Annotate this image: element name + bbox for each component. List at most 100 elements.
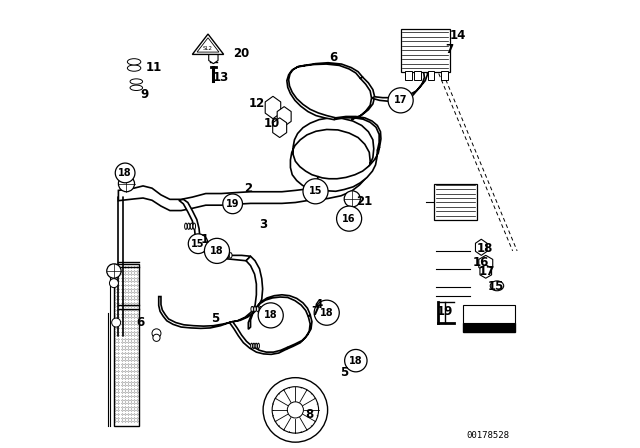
- Ellipse shape: [127, 59, 141, 65]
- Text: 20: 20: [232, 47, 249, 60]
- Circle shape: [188, 234, 208, 254]
- Ellipse shape: [253, 306, 256, 312]
- Polygon shape: [479, 255, 493, 271]
- Circle shape: [228, 198, 241, 211]
- Ellipse shape: [251, 306, 253, 312]
- Circle shape: [118, 176, 134, 192]
- Text: 14: 14: [450, 29, 467, 43]
- Text: 15: 15: [191, 239, 205, 249]
- Polygon shape: [209, 51, 218, 64]
- Polygon shape: [192, 34, 224, 54]
- Ellipse shape: [226, 253, 229, 258]
- Polygon shape: [248, 295, 310, 329]
- Text: 3: 3: [260, 218, 268, 232]
- Circle shape: [111, 318, 120, 327]
- Text: 7: 7: [311, 305, 319, 318]
- Polygon shape: [197, 38, 219, 52]
- Text: 6: 6: [329, 51, 337, 64]
- Text: 19: 19: [436, 305, 453, 318]
- Polygon shape: [287, 65, 335, 120]
- Text: 18: 18: [210, 246, 224, 256]
- Polygon shape: [480, 265, 492, 278]
- Text: 2: 2: [244, 181, 252, 195]
- Circle shape: [287, 402, 303, 418]
- Text: 17: 17: [394, 95, 408, 105]
- Bar: [463, 323, 515, 332]
- Circle shape: [152, 329, 161, 338]
- Text: 21: 21: [356, 195, 372, 208]
- Polygon shape: [273, 118, 287, 138]
- Ellipse shape: [259, 306, 262, 312]
- Bar: [441, 71, 448, 80]
- Circle shape: [204, 238, 230, 263]
- Bar: [414, 71, 421, 80]
- Ellipse shape: [255, 343, 257, 349]
- Polygon shape: [286, 314, 312, 349]
- Circle shape: [344, 349, 367, 372]
- Text: 6: 6: [136, 316, 145, 329]
- Text: 13: 13: [212, 70, 228, 84]
- Ellipse shape: [184, 223, 187, 229]
- Ellipse shape: [188, 223, 190, 229]
- Text: 1: 1: [200, 233, 209, 246]
- Text: 18: 18: [349, 356, 363, 366]
- Text: 7: 7: [445, 43, 454, 56]
- Polygon shape: [230, 322, 288, 354]
- Text: 18: 18: [477, 242, 493, 255]
- Polygon shape: [265, 96, 281, 119]
- Circle shape: [388, 88, 413, 113]
- Text: SL2: SL2: [203, 46, 213, 51]
- Polygon shape: [476, 239, 487, 255]
- Polygon shape: [303, 63, 362, 78]
- Text: 18: 18: [264, 310, 278, 320]
- Circle shape: [310, 186, 321, 197]
- Text: 16: 16: [342, 214, 356, 224]
- Ellipse shape: [130, 79, 143, 84]
- Circle shape: [314, 300, 339, 325]
- Text: 4: 4: [315, 298, 323, 311]
- Circle shape: [109, 279, 118, 288]
- Ellipse shape: [193, 223, 196, 229]
- Bar: [435, 184, 477, 220]
- Text: 19: 19: [226, 199, 239, 209]
- Bar: [114, 264, 138, 426]
- Circle shape: [303, 179, 328, 204]
- Polygon shape: [334, 116, 381, 151]
- Text: 15: 15: [308, 186, 323, 196]
- Text: 5: 5: [340, 366, 348, 379]
- Ellipse shape: [223, 253, 226, 258]
- Circle shape: [153, 334, 160, 341]
- Ellipse shape: [257, 343, 259, 349]
- Text: 9: 9: [141, 87, 149, 101]
- Polygon shape: [371, 86, 421, 101]
- Polygon shape: [159, 297, 232, 328]
- Text: 5: 5: [211, 312, 219, 326]
- Text: 12: 12: [248, 97, 264, 111]
- Ellipse shape: [190, 223, 193, 229]
- Ellipse shape: [251, 343, 253, 349]
- Circle shape: [115, 163, 135, 183]
- Polygon shape: [291, 118, 374, 200]
- Ellipse shape: [253, 343, 255, 349]
- Text: 18: 18: [118, 168, 132, 178]
- Ellipse shape: [229, 253, 232, 258]
- Circle shape: [263, 378, 328, 442]
- Text: 17: 17: [479, 264, 495, 278]
- Bar: [405, 71, 412, 80]
- Text: 16: 16: [472, 256, 489, 269]
- Text: 8: 8: [306, 408, 314, 421]
- Bar: [428, 71, 435, 80]
- Polygon shape: [230, 256, 262, 323]
- Ellipse shape: [490, 281, 504, 291]
- Polygon shape: [118, 186, 317, 211]
- Polygon shape: [351, 77, 374, 120]
- Polygon shape: [277, 107, 291, 126]
- Text: 18: 18: [320, 308, 333, 318]
- Circle shape: [223, 194, 243, 214]
- Text: 15: 15: [488, 280, 504, 293]
- Polygon shape: [179, 199, 200, 245]
- Ellipse shape: [127, 65, 141, 71]
- Circle shape: [344, 191, 360, 207]
- Polygon shape: [195, 244, 250, 261]
- Bar: [401, 29, 450, 72]
